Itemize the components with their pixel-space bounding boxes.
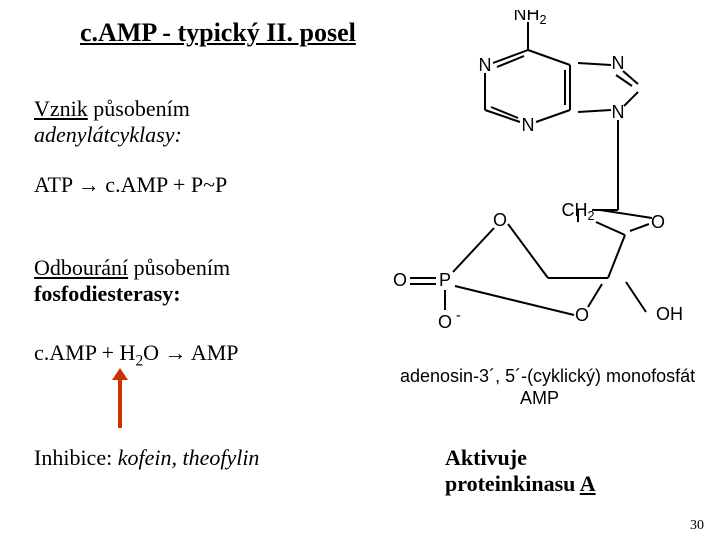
svg-text:N: N: [522, 115, 535, 135]
svg-text:O: O: [651, 212, 665, 232]
vznik-line2: adenylátcyklasy:: [34, 122, 182, 148]
svg-text:N: N: [612, 102, 625, 122]
page-title: c.AMP - typický II. posel: [80, 18, 356, 48]
camp-reaction: c.AMP + H2O → AMP: [34, 340, 239, 370]
camp-structure-diagram: NH2NNNNCH2OOOHOPOO-adenosin-3´, 5´-(cykl…: [370, 10, 720, 430]
atp-reaction: ATP → c.AMP + P~P: [34, 172, 227, 198]
svg-text:O: O: [493, 210, 507, 230]
svg-text:P: P: [439, 270, 451, 290]
svg-text:N: N: [479, 55, 492, 75]
odbourani-line1: Odbourání působením: [34, 255, 230, 281]
svg-text:O: O: [393, 270, 407, 290]
svg-text:N: N: [612, 53, 625, 73]
svg-text:OH: OH: [656, 304, 683, 324]
svg-text:O: O: [438, 312, 452, 332]
vznik-line1: Vznik působením: [34, 96, 190, 122]
svg-text:adenosin-3´, 5´-(cyklický) mon: adenosin-3´, 5´-(cyklický) monofosfát: [400, 366, 695, 386]
page-number: 30: [690, 518, 704, 534]
inhibice: Inhibice: kofein, theofylin: [34, 445, 259, 471]
aktivuje-line2: proteinkinasu A: [445, 471, 596, 497]
svg-text:NH2: NH2: [513, 10, 546, 27]
svg-text:O: O: [575, 305, 589, 325]
inhibition-arrow-icon: [118, 378, 122, 428]
svg-text:-: -: [456, 308, 461, 324]
svg-text:AMP: AMP: [520, 388, 559, 408]
aktivuje-line1: Aktivuje: [445, 445, 527, 471]
odbourani-line2: fosfodiesterasy:: [34, 281, 181, 307]
